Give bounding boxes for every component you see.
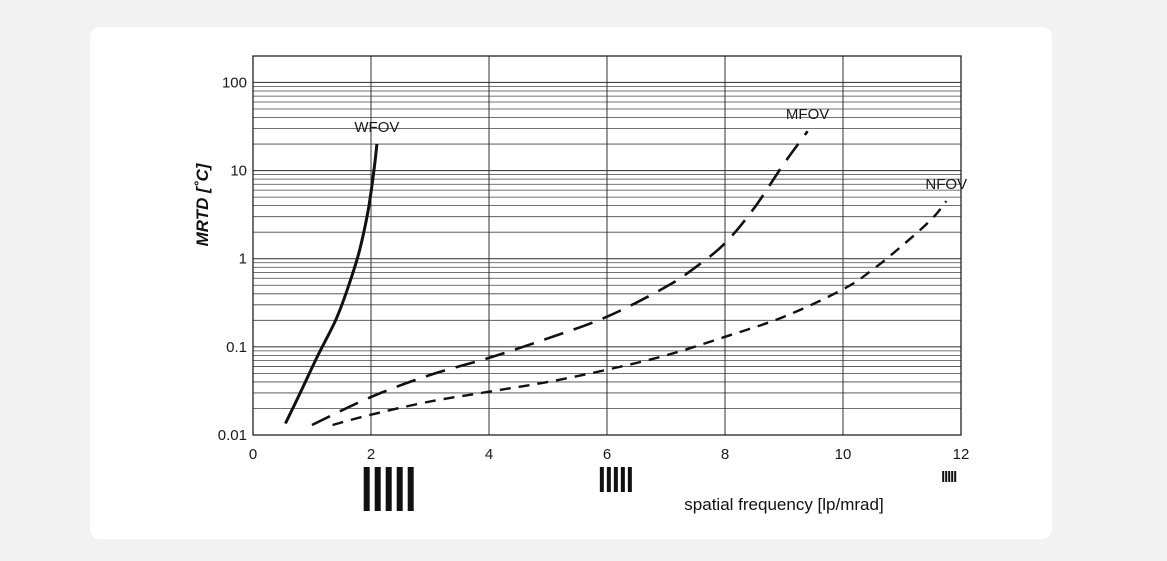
- x-axis-title: spatial frequency [lp/mrad]: [684, 495, 883, 514]
- target-bar: [606, 467, 611, 492]
- x-tick-label: 12: [953, 446, 970, 463]
- x-tick-label: 0: [249, 446, 257, 463]
- curve-wfov: [284, 143, 379, 425]
- target-bar: [363, 467, 370, 511]
- curve-nfov: [332, 200, 948, 427]
- bar-target-icons: [363, 467, 957, 511]
- y-tick-label: 100: [222, 74, 247, 91]
- x-tick-label: 8: [721, 446, 729, 463]
- grid-lines: [252, 55, 962, 436]
- curve-label-wfov: WFOV: [354, 119, 399, 136]
- bar-target-icon: [942, 471, 957, 482]
- figure-card: [90, 27, 1052, 539]
- target-bar: [407, 467, 414, 511]
- target-bar: [945, 471, 948, 482]
- bar-target-icon: [599, 467, 632, 492]
- target-bar: [942, 471, 945, 482]
- bar-target-icon: [363, 467, 414, 511]
- y-tick-label: 0.01: [218, 427, 247, 444]
- curve-label-mfov: MFOV: [786, 106, 829, 123]
- x-tick-label: 4: [485, 446, 493, 463]
- x-tick-label: 6: [603, 446, 611, 463]
- y-tick-label: 1: [239, 251, 247, 268]
- y-tick-label: 10: [230, 163, 247, 180]
- target-bar: [613, 467, 618, 492]
- target-bar: [948, 471, 951, 482]
- target-bar: [374, 467, 381, 511]
- curve-mfov: [311, 130, 809, 427]
- target-bar: [951, 471, 954, 482]
- y-tick-label: 0.1: [226, 339, 247, 356]
- y-axis-title: MRTD [˚C]: [193, 162, 212, 246]
- target-bar: [954, 471, 957, 482]
- x-tick-label: 10: [835, 446, 852, 463]
- target-bar: [620, 467, 625, 492]
- series-curves: [284, 130, 948, 427]
- x-tick-label: 2: [367, 446, 375, 463]
- target-bar: [627, 467, 632, 492]
- curve-label-nfov: NFOV: [925, 176, 967, 193]
- target-bar: [385, 467, 392, 511]
- series-labels: WFOV MFOV NFOV: [354, 106, 967, 193]
- target-bar: [599, 467, 604, 492]
- x-tick-labels: 0 2 4 6 8 10 12: [249, 446, 970, 463]
- target-bar: [396, 467, 403, 511]
- y-tick-labels: 0.01 0.1 1 10 100: [218, 74, 247, 444]
- plot-frame: [252, 55, 962, 436]
